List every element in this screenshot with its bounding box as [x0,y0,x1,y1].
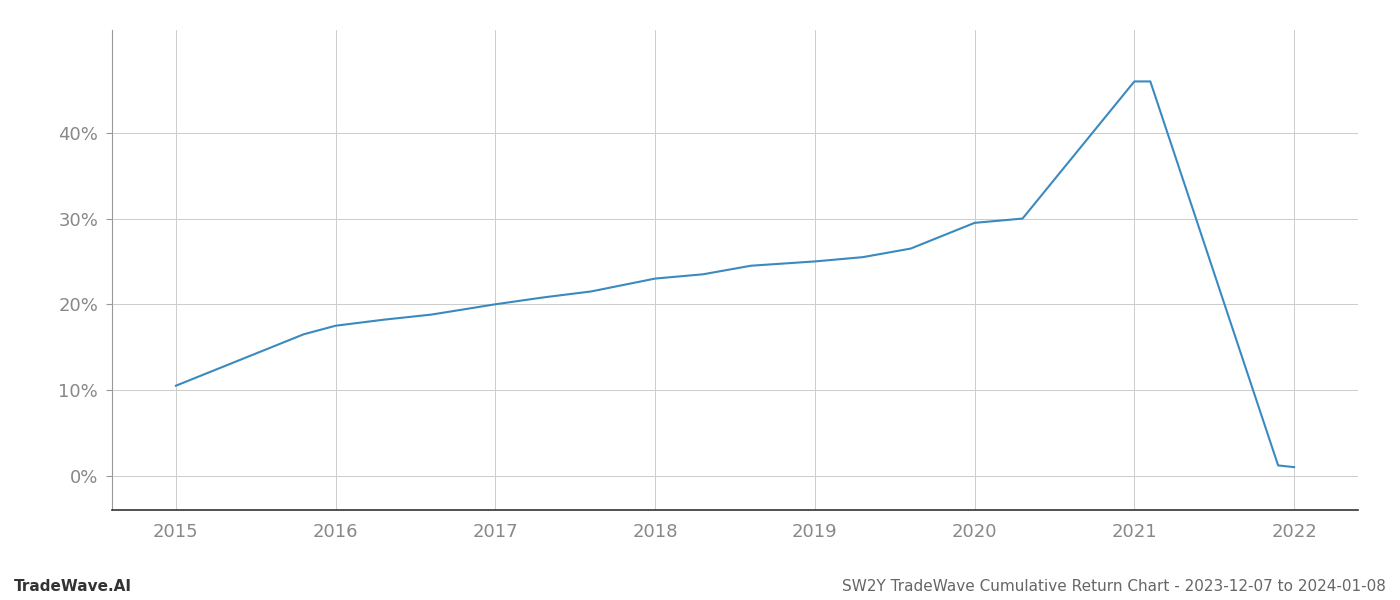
Text: SW2Y TradeWave Cumulative Return Chart - 2023-12-07 to 2024-01-08: SW2Y TradeWave Cumulative Return Chart -… [843,579,1386,594]
Text: TradeWave.AI: TradeWave.AI [14,579,132,594]
